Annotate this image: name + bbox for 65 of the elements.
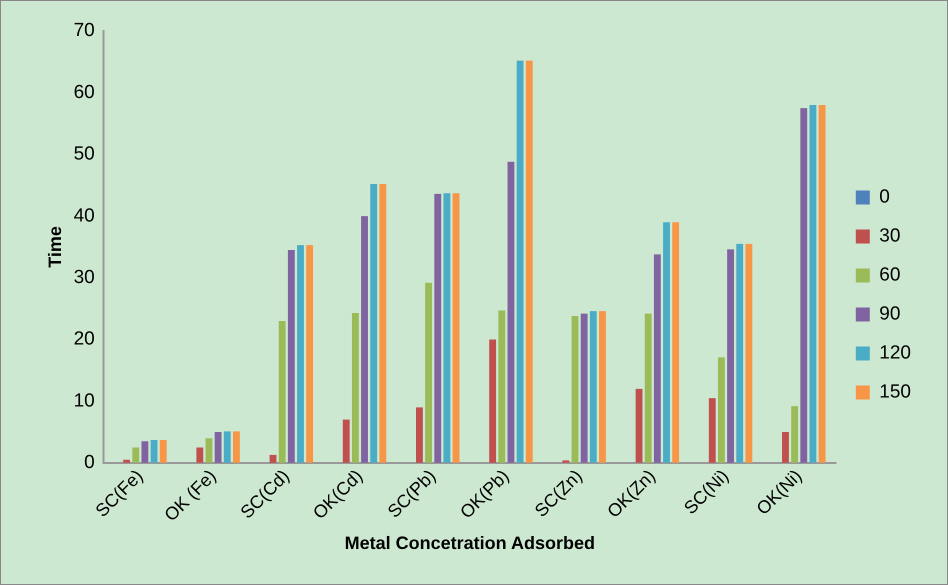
y-tick-label: 40 xyxy=(74,205,95,226)
bar xyxy=(270,454,276,463)
bar xyxy=(654,254,661,463)
bar xyxy=(718,357,725,463)
bar xyxy=(599,311,606,463)
bar xyxy=(452,193,460,463)
legend-label: 0 xyxy=(879,186,890,208)
y-tick-label: 50 xyxy=(74,144,95,165)
bar xyxy=(672,222,680,463)
bar xyxy=(288,250,295,463)
bar xyxy=(708,398,716,463)
y-tick-label: 10 xyxy=(74,390,95,412)
bar xyxy=(141,441,148,463)
bar xyxy=(196,447,204,463)
bar xyxy=(352,312,359,463)
legend-label: 90 xyxy=(879,304,900,325)
bar xyxy=(370,184,378,463)
bar xyxy=(361,216,368,463)
bar xyxy=(232,431,240,463)
bar xyxy=(206,438,212,463)
bar xyxy=(727,249,734,463)
legend-label: 150 xyxy=(879,382,911,403)
bar xyxy=(572,316,578,463)
y-tick-label: 60 xyxy=(74,82,95,103)
bar xyxy=(782,432,789,463)
y-axis-title: Time xyxy=(44,226,65,268)
bar xyxy=(443,193,450,463)
bar xyxy=(644,314,652,463)
bar xyxy=(736,244,744,463)
x-tick-label: OK (Fe) xyxy=(160,466,220,526)
bar xyxy=(379,184,386,463)
bar xyxy=(800,108,808,463)
bar xyxy=(297,245,304,463)
bar xyxy=(590,311,597,463)
bar xyxy=(508,162,514,463)
bar xyxy=(636,388,642,463)
bar xyxy=(516,60,524,463)
legend-label: 120 xyxy=(879,342,911,364)
bar xyxy=(416,407,423,463)
bar xyxy=(160,440,167,463)
y-tick-label: 0 xyxy=(84,452,95,474)
bar xyxy=(580,314,588,463)
legend-label: 30 xyxy=(879,226,900,247)
bar xyxy=(745,244,752,463)
bar xyxy=(791,406,798,463)
bar xyxy=(132,447,140,463)
bar xyxy=(342,420,350,463)
x-axis-title: Metal Concetration Adsorbed xyxy=(344,533,595,554)
bar xyxy=(150,440,158,463)
bar xyxy=(306,245,314,463)
y-tick-label: 30 xyxy=(74,267,95,288)
bar xyxy=(809,105,816,463)
bar xyxy=(489,339,496,463)
bar xyxy=(214,432,222,463)
bar xyxy=(498,310,506,463)
bar xyxy=(526,60,533,463)
y-tick-label: 20 xyxy=(74,328,95,350)
legend-label: 60 xyxy=(879,264,900,286)
y-tick-label: 70 xyxy=(74,20,95,42)
bar xyxy=(818,105,826,463)
bar xyxy=(425,282,432,463)
bar xyxy=(434,194,442,463)
bar xyxy=(224,431,231,463)
bar xyxy=(278,320,286,463)
bar xyxy=(663,222,670,463)
